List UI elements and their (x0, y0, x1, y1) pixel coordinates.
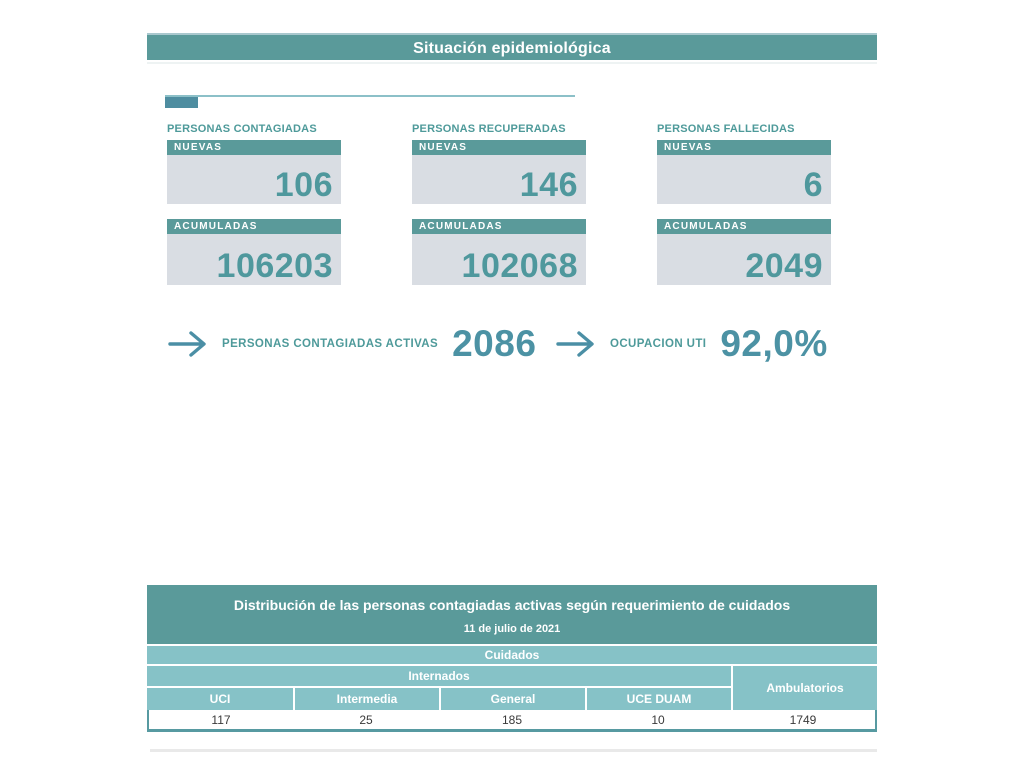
progress-bar (165, 95, 575, 109)
highlight-value: 92,0% (720, 323, 828, 364)
highlight-label: PERSONAS CONTAGIADAS ACTIVAS (222, 338, 439, 350)
column-header-uce-duam: UCE DUAM (585, 686, 731, 710)
nuevas-value-box: 6 (657, 155, 831, 204)
table-date: 11 de julio de 2021 (463, 622, 561, 635)
stat-column-title: PERSONAS CONTAGIADAS (167, 123, 317, 135)
value-general: 185 (439, 710, 585, 732)
value-ambulatorios: 1749 (731, 710, 877, 732)
acumuladas-header: ACUMULADAS (167, 219, 341, 234)
acumuladas-header: ACUMULADAS (657, 219, 831, 234)
acumuladas-value: 2049 (745, 247, 823, 285)
acumuladas-value-box: 2049 (657, 234, 831, 285)
nuevas-header: NUEVAS (412, 140, 586, 155)
highlight-contagiadas-activas: PERSONAS CONTAGIADAS ACTIVAS 2086 (168, 321, 536, 367)
stat-column-recuperadas: PERSONAS RECUPERADAS NUEVAS 146 ACUMULAD… (412, 123, 586, 285)
highlight-ocupacion-uti: OCUPACION UTI 92,0% (556, 321, 828, 367)
progress-track (165, 95, 575, 97)
subgroup-header-internados: Internados (147, 664, 731, 686)
nuevas-value-box: 106 (167, 155, 341, 204)
arrow-right-icon (168, 329, 208, 359)
value-intermedia: 25 (293, 710, 439, 732)
acumuladas-header: ACUMULADAS (412, 219, 586, 234)
stat-column-fallecidas: PERSONAS FALLECIDAS NUEVAS 6 ACUMULADAS … (657, 123, 831, 285)
arrow-right-icon (556, 329, 596, 359)
column-header-general: General (439, 686, 585, 710)
table-header: Distribución de las personas contagiadas… (147, 585, 877, 644)
table-row: 117 25 185 10 1749 (147, 710, 877, 732)
column-header-ambulatorios: Ambulatorios (731, 664, 877, 710)
highlight-value: 2086 (452, 323, 537, 364)
nuevas-header: NUEVAS (657, 140, 831, 155)
table-title: Distribución de las personas contagiadas… (233, 596, 791, 613)
acumuladas-value: 106203 (216, 247, 333, 285)
column-header-uci: UCI (147, 686, 293, 710)
title-bar-shadow (147, 62, 877, 64)
nuevas-value: 6 (803, 166, 823, 204)
page-title: Situación epidemiológica (147, 33, 877, 60)
group-header-cuidados: Cuidados (147, 644, 877, 664)
value-uce-duam: 10 (585, 710, 731, 732)
stat-column-title: PERSONAS RECUPERADAS (412, 123, 566, 135)
column-header-intermedia: Intermedia (293, 686, 439, 710)
stat-column-title: PERSONAS FALLECIDAS (657, 123, 795, 135)
acumuladas-value-box: 106203 (167, 234, 341, 285)
acumuladas-value-box: 102068 (412, 234, 586, 285)
progress-handle[interactable] (165, 97, 198, 108)
nuevas-value: 106 (274, 166, 333, 204)
value-uci: 117 (147, 710, 293, 732)
nuevas-header: NUEVAS (167, 140, 341, 155)
nuevas-value: 146 (519, 166, 578, 204)
stat-column-contagiadas: PERSONAS CONTAGIADAS NUEVAS 106 ACUMULAD… (167, 123, 341, 285)
nuevas-value-box: 146 (412, 155, 586, 204)
highlight-label: OCUPACION UTI (610, 338, 707, 350)
care-distribution-table: Distribución de las personas contagiadas… (147, 585, 877, 732)
acumuladas-value: 102068 (461, 247, 578, 285)
table-shadow (150, 749, 877, 752)
